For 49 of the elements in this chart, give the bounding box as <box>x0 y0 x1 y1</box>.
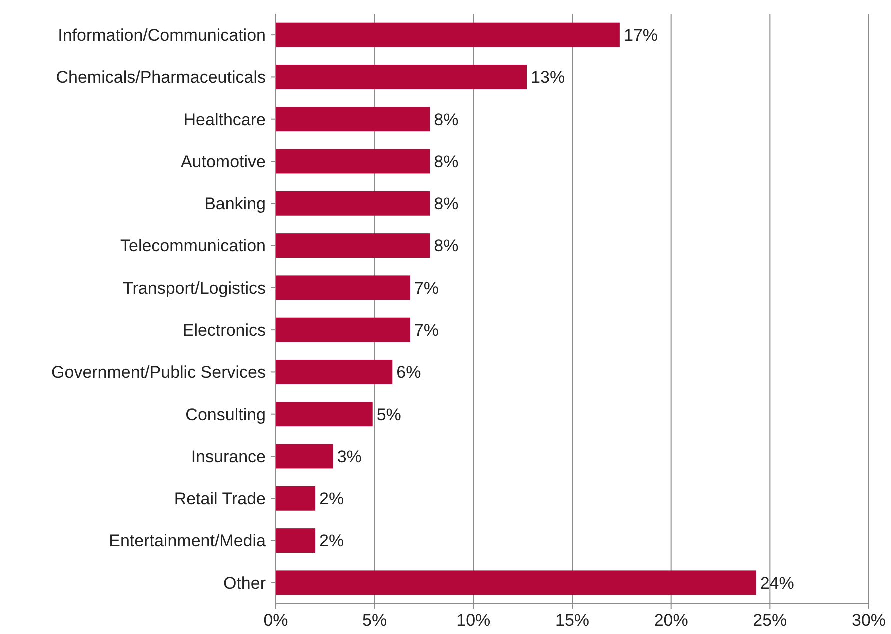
x-tick-label: 15% <box>555 611 590 630</box>
data-label: 6% <box>396 363 422 382</box>
y-tick-label: Insurance <box>191 447 266 466</box>
bar <box>276 570 756 596</box>
y-tick-label: Banking <box>204 194 266 214</box>
data-label: 24% <box>760 574 794 593</box>
data-label: 8% <box>434 194 459 214</box>
bar <box>276 528 316 554</box>
data-label: 8% <box>434 236 459 256</box>
x-tick-label: 5% <box>362 611 388 630</box>
bar <box>276 234 430 258</box>
x-tick-label: 10% <box>456 611 491 630</box>
data-label: 8% <box>434 110 459 130</box>
x-tick-label: 0% <box>264 611 288 630</box>
y-tick-label: Telecommunication <box>120 236 266 256</box>
bar <box>276 318 410 342</box>
data-label: 17% <box>624 26 658 46</box>
y-tick-label: Electronics <box>182 321 266 340</box>
y-tick-label: Healthcare <box>184 110 266 130</box>
bar <box>276 402 373 427</box>
data-label: 2% <box>320 490 344 509</box>
bar <box>276 107 430 132</box>
data-label: 5% <box>376 405 402 424</box>
y-tick-label: Entertainment/Media <box>109 532 267 551</box>
y-tick-label: Automotive <box>180 152 266 172</box>
data-label: 13% <box>531 68 566 88</box>
bar <box>276 486 316 511</box>
bar <box>276 276 410 300</box>
y-tick-label: Government/Public Services <box>52 363 266 382</box>
x-tick-label: 30% <box>852 611 886 630</box>
data-label: 7% <box>414 278 439 298</box>
data-label: 2% <box>320 532 344 551</box>
y-tick-label: Chemicals/Pharmaceuticals <box>56 68 266 88</box>
bar <box>276 444 334 469</box>
x-tick-label: 25% <box>753 611 788 630</box>
data-label: 7% <box>414 321 439 340</box>
bar <box>276 64 528 90</box>
x-tick-label: 20% <box>654 611 688 630</box>
data-label: 8% <box>434 152 459 172</box>
data-label: 3% <box>337 447 362 466</box>
bar <box>276 191 430 216</box>
y-tick-label: Retail Trade <box>174 490 266 509</box>
y-tick-label: Other <box>223 574 266 593</box>
bar <box>276 149 430 174</box>
y-tick-label: Consulting <box>186 405 266 424</box>
y-tick-label: Information/Communication <box>58 26 266 46</box>
bar <box>276 22 620 48</box>
y-tick-label: Transport/Logistics <box>123 278 266 298</box>
bar <box>276 360 393 384</box>
